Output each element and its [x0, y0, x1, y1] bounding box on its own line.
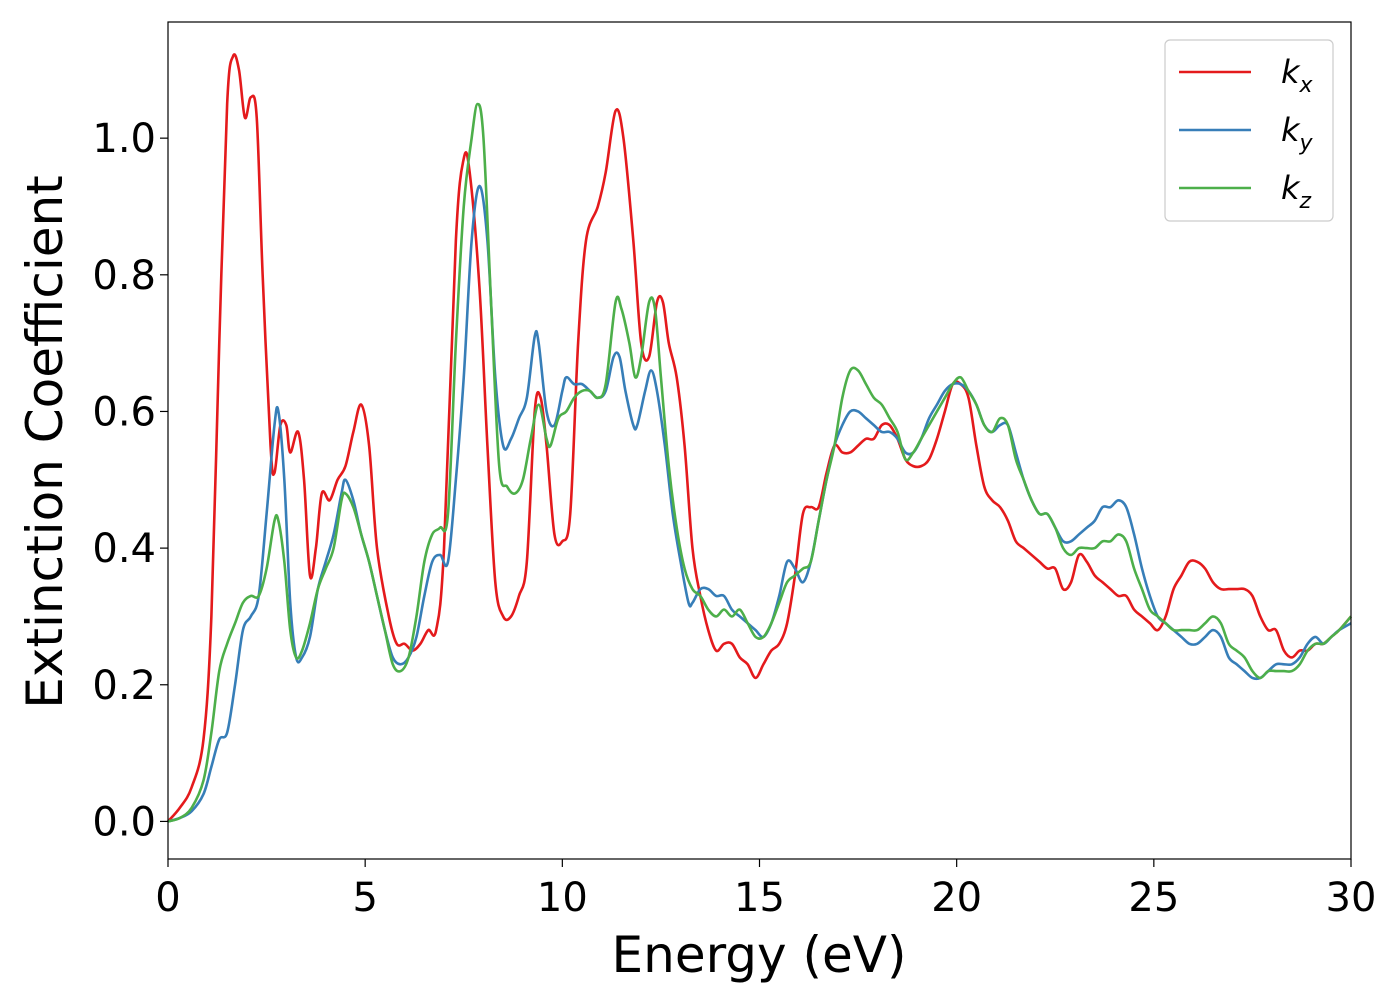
- legend-label-x: kx: [1281, 53, 1314, 98]
- legend-label-y: ky: [1281, 111, 1314, 156]
- x-tick-label: 5: [352, 875, 377, 921]
- x-tick-label: 0: [155, 875, 180, 921]
- series-line-x: [167, 53, 1352, 823]
- legend-label-z: kz: [1281, 169, 1312, 214]
- plot-frame: [167, 21, 1352, 860]
- y-tick-label: 0.0: [92, 799, 156, 845]
- y-axis-ticks: 0.0 0.2 0.4 0.6 0.8 1.0: [92, 116, 168, 845]
- x-tick-label: 20: [931, 875, 982, 921]
- y-tick-label: 0.6: [92, 389, 156, 435]
- plot-area: [167, 53, 1352, 823]
- y-tick-label: 0.8: [92, 253, 156, 299]
- y-tick-label: 1.0: [92, 116, 156, 162]
- x-tick-label: 25: [1128, 875, 1179, 921]
- y-tick-label: 0.2: [92, 663, 156, 709]
- x-tick-label: 10: [537, 875, 588, 921]
- x-tick-label: 30: [1326, 875, 1377, 921]
- y-tick-label: 0.4: [92, 526, 156, 572]
- series-line-z: [167, 102, 1352, 823]
- legend: kx ky kz: [1164, 39, 1334, 222]
- x-axis-label: Energy (eV): [612, 926, 907, 984]
- y-axis-label: Extinction Coefficient: [16, 175, 74, 709]
- x-tick-label: 15: [734, 875, 785, 921]
- x-axis-ticks: 0 5 10 15 20 25 30: [155, 859, 1376, 921]
